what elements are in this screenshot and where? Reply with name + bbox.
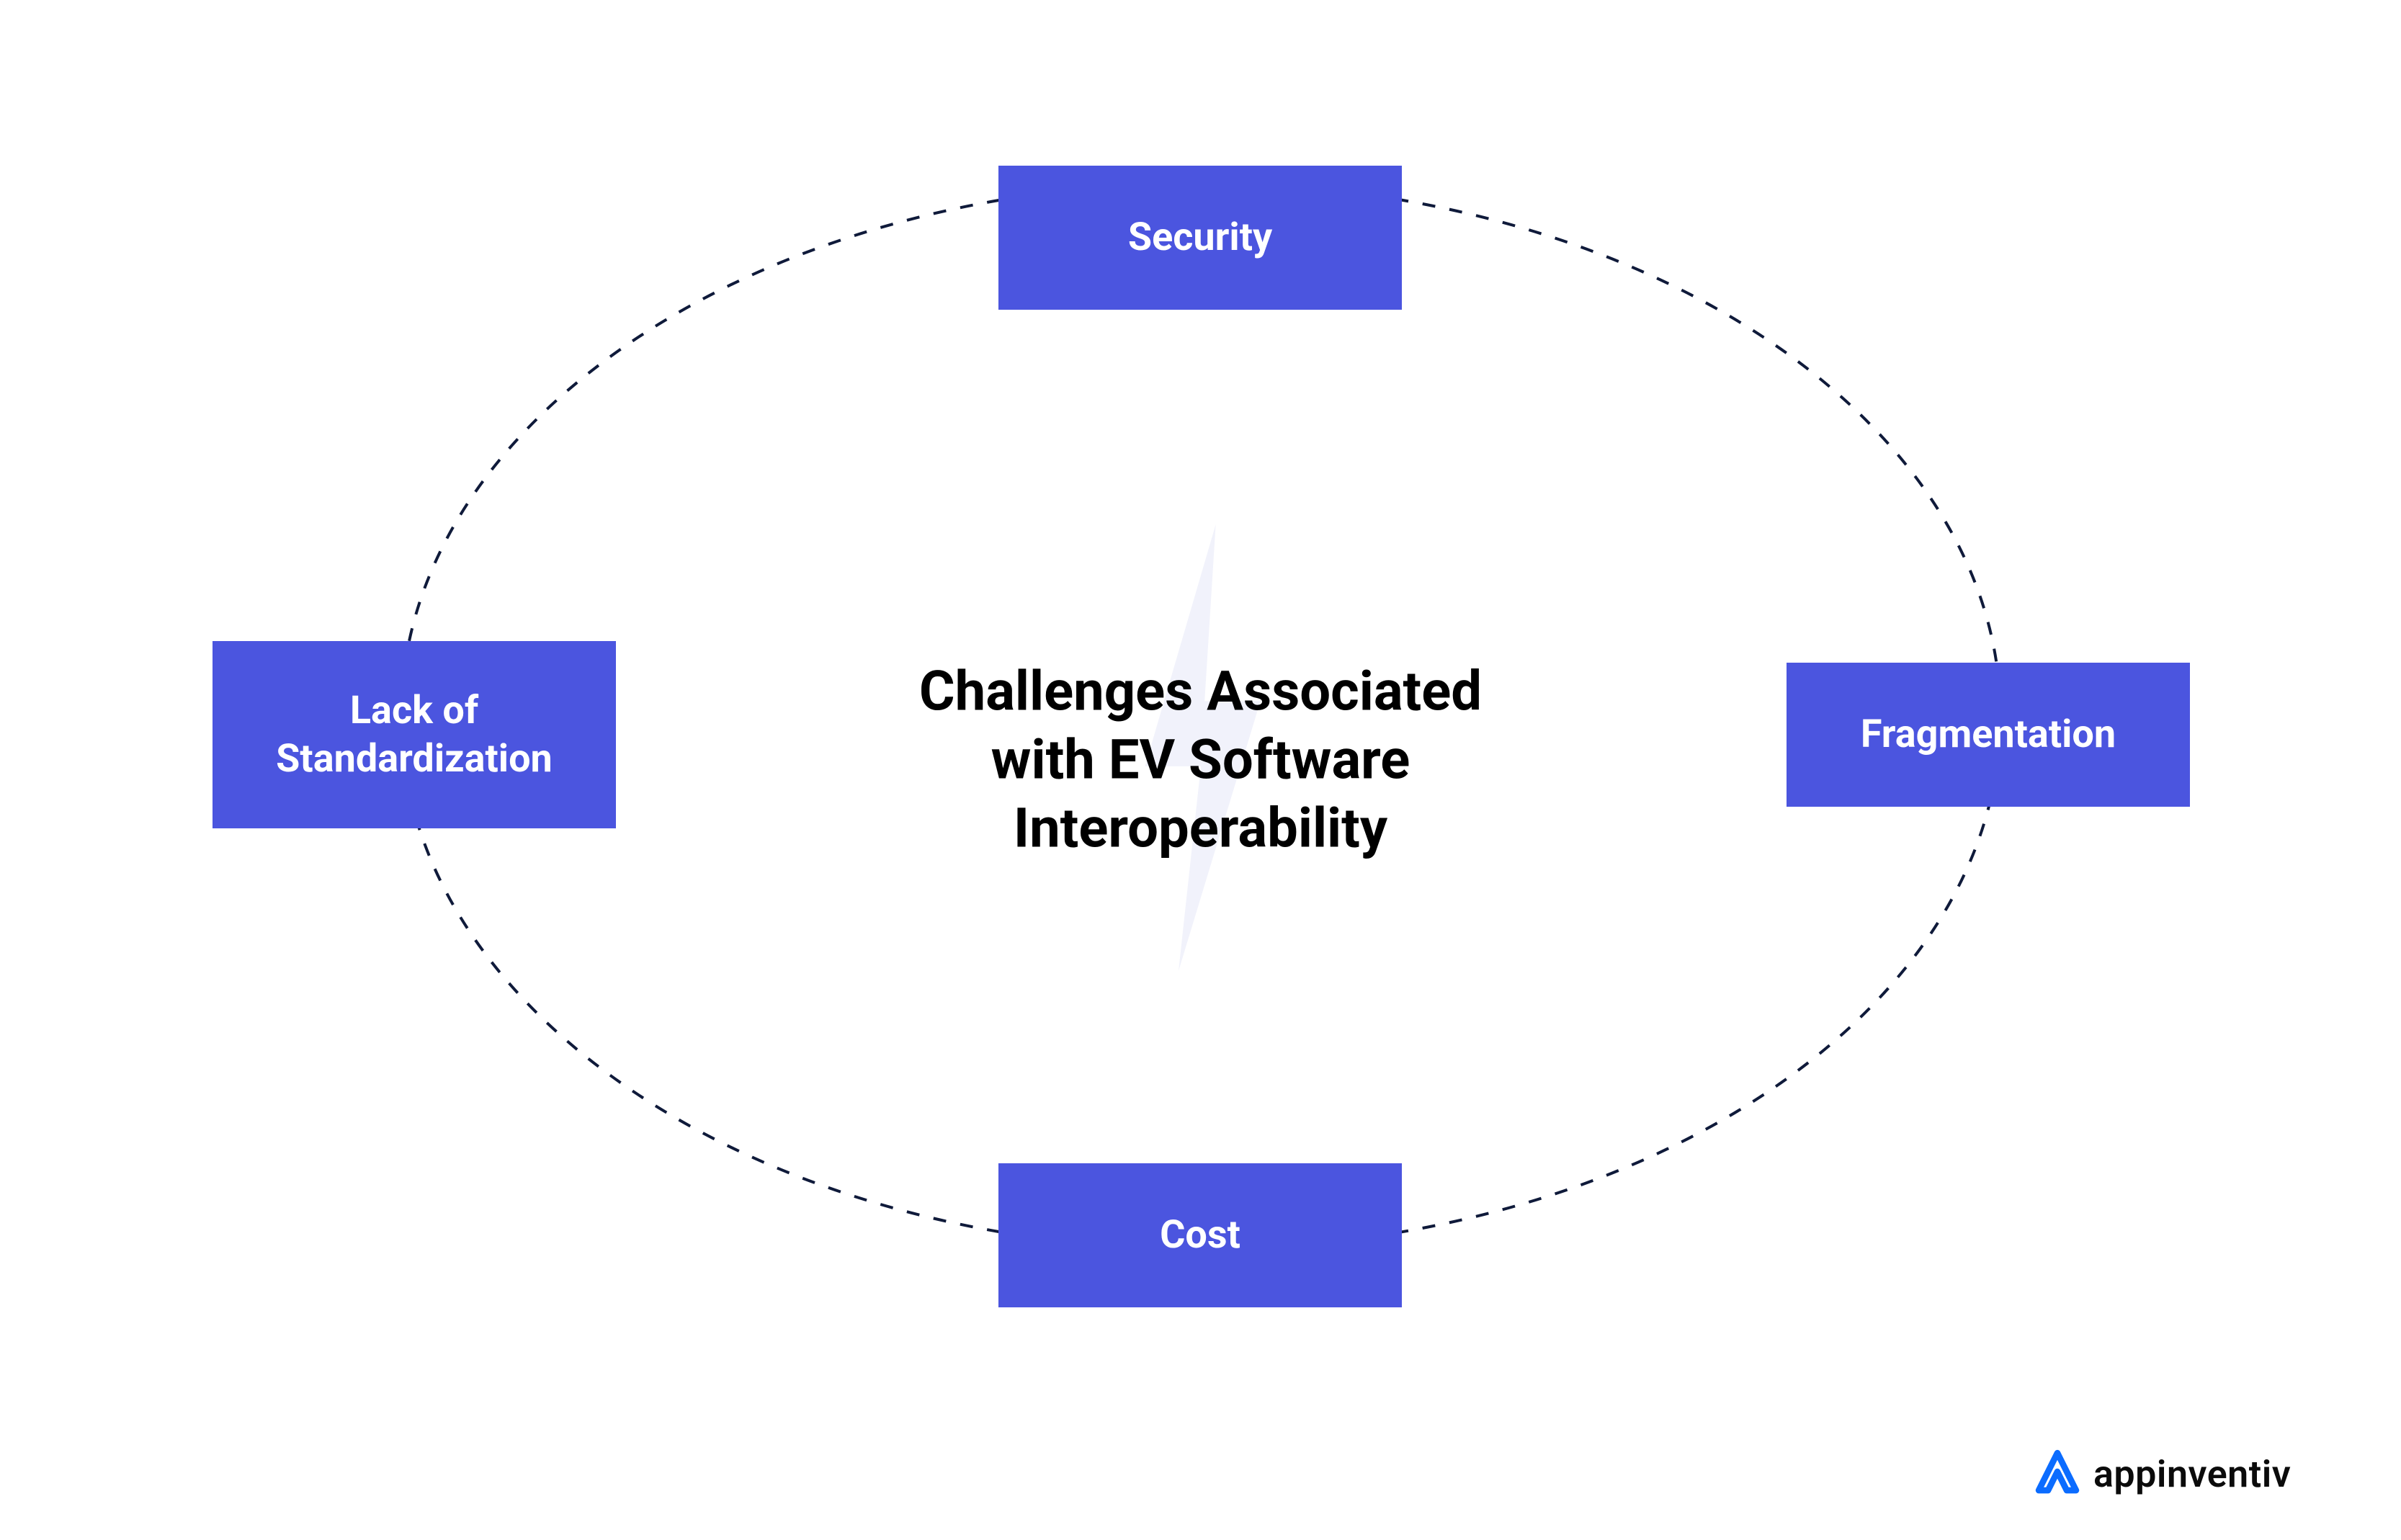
- node-fragmentation: Fragmentation: [1787, 663, 2190, 807]
- node-cost: Cost: [998, 1163, 1402, 1307]
- node-security: Security: [998, 166, 1402, 310]
- appinventiv-logo-text: appinventiv: [2093, 1452, 2291, 1496]
- node-lack-of-standardization: Lack of Standardization: [213, 641, 616, 828]
- diagram-canvas: Challenges Associated with EV Software I…: [0, 0, 2401, 1540]
- appinventiv-logo: appinventiv: [2031, 1448, 2291, 1500]
- diagram-title: Challenges Associated with EV Software I…: [919, 657, 1482, 862]
- appinventiv-logo-icon: [2031, 1448, 2083, 1500]
